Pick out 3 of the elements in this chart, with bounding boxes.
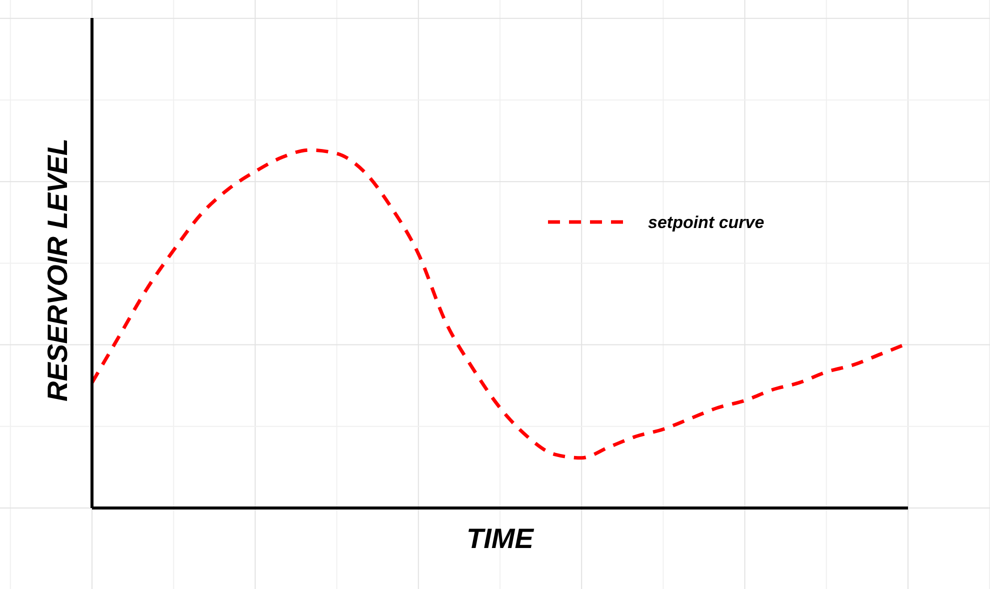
y-axis-title: RESERVOIR LEVEL — [42, 138, 73, 402]
legend-label: setpoint curve — [648, 213, 764, 232]
x-axis-title: TIME — [466, 523, 535, 554]
